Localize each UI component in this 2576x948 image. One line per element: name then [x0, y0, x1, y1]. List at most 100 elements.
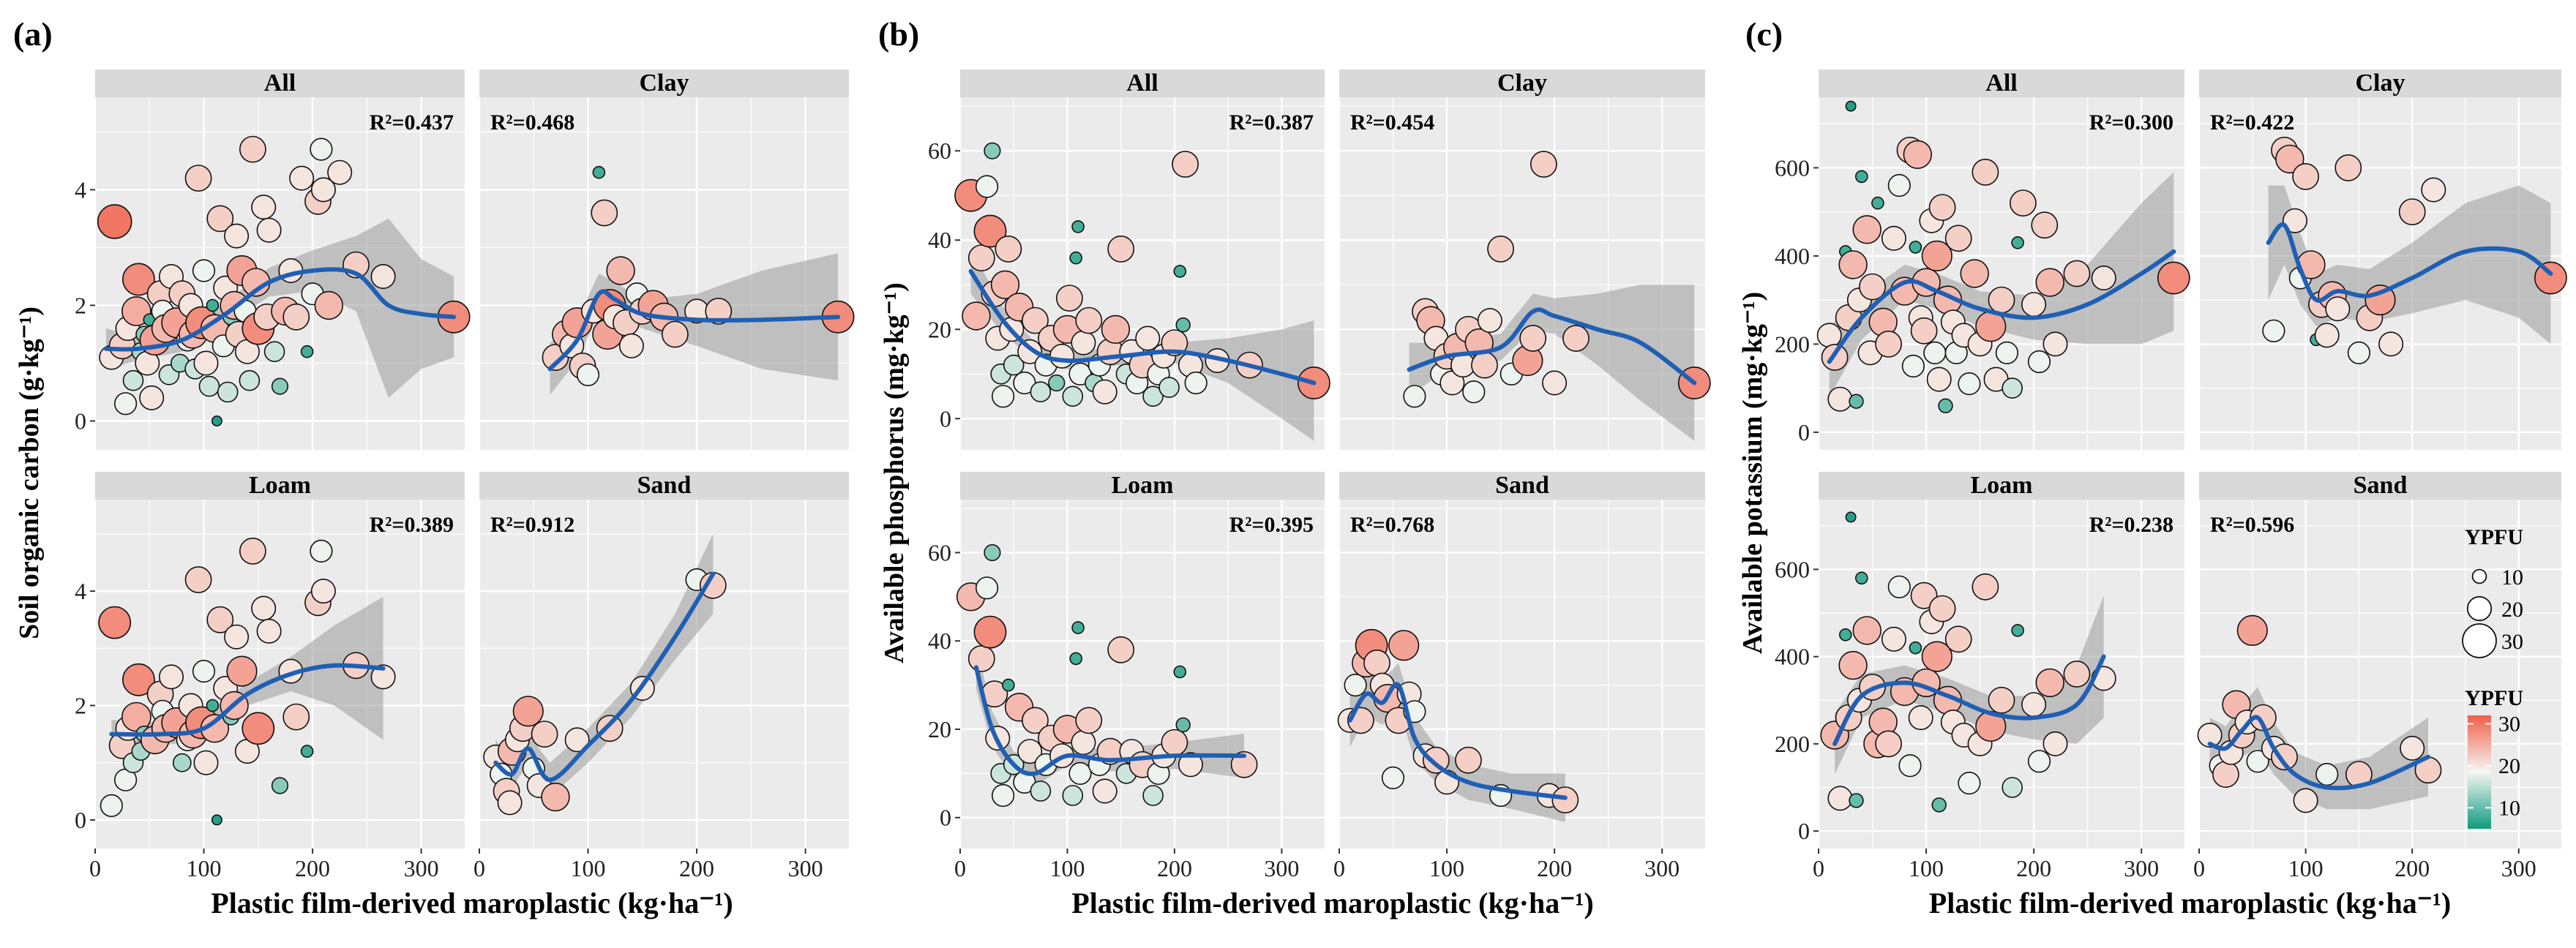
x-tick-label: 300 [1644, 855, 1680, 881]
y-tick-label: 200 [1775, 331, 1810, 357]
data-point [1107, 636, 1135, 663]
data-point [1068, 761, 1092, 785]
data-point [2421, 177, 2446, 203]
y-tick-label: 0 [1798, 818, 1810, 844]
data-point [310, 177, 336, 203]
data-point [1363, 650, 1390, 677]
y-axis-label-a: Soil organic carbon (g·kg⁻¹) [14, 306, 45, 639]
data-point [206, 606, 234, 633]
data-point [2365, 285, 2396, 316]
data-point [159, 664, 184, 690]
facet-title: Clay [640, 69, 689, 97]
data-point [991, 783, 1015, 808]
y-tick-label: 0 [75, 807, 86, 833]
data-point [1142, 785, 1164, 806]
y-tick-label: 40 [928, 227, 951, 253]
data-point [1909, 241, 1922, 254]
facet-a-all: All 0 2 4 R²=0.437 [75, 69, 471, 450]
facet-title: Loam [249, 472, 311, 499]
facet-title: All [1126, 69, 1158, 97]
x-tick-label: 200 [295, 855, 330, 881]
fit-line [109, 663, 386, 737]
data-point [1827, 786, 1853, 811]
chart-b: (b) Available phosphorus (mg·kg⁻¹) Plastic… [878, 15, 1711, 919]
y-tick-label: 4 [75, 578, 86, 604]
fit-line [547, 289, 841, 372]
facet-title: Sand [1495, 472, 1549, 499]
data-point [1462, 380, 1486, 404]
facet-c-loam: Loam 0 200 400 600 0 100 200 300 R²=0.238 [1775, 472, 2184, 881]
data-point [1562, 325, 1590, 352]
facet-strip [1339, 69, 1705, 97]
data-point [2262, 319, 2285, 342]
data-point [100, 794, 123, 817]
data-point [206, 699, 220, 712]
x-tick-label: 0 [1333, 855, 1345, 881]
x-tick-label: 0 [89, 855, 101, 881]
facet-title: Sand [2354, 472, 2408, 499]
y-tick-label: 4 [75, 176, 86, 203]
data-point [300, 345, 314, 358]
data-point [1017, 739, 1043, 764]
data-point [206, 298, 220, 312]
data-point [1142, 385, 1164, 407]
data-point [1839, 628, 1852, 642]
data-point [121, 263, 155, 296]
data-point [1938, 398, 1953, 413]
data-point [2246, 750, 2269, 773]
data-point [1875, 330, 1903, 358]
data-point [256, 618, 282, 644]
r-squared-label: R²=0.387 [1229, 110, 1314, 135]
y-tick-label: 20 [928, 716, 951, 742]
data-point [1859, 273, 1886, 301]
data-point [2534, 261, 2567, 295]
facet-a-clay: Clay R²=0.468 [478, 69, 855, 450]
fit-line [1832, 654, 2106, 746]
data-point [1161, 729, 1188, 756]
data-point [1816, 323, 1842, 348]
data-point [1175, 717, 1191, 733]
data-point [2035, 668, 2064, 698]
data-point [591, 199, 618, 227]
data-point [239, 369, 261, 391]
x-tick-label: 100 [2288, 855, 2324, 881]
legend-size-circle [2471, 568, 2487, 584]
data-point [239, 538, 266, 565]
x-tick-label: 200 [2016, 855, 2051, 881]
x-tick-label: 200 [1157, 855, 1192, 881]
fit-line [1407, 307, 1697, 385]
panel-label-b: (b) [878, 15, 919, 53]
facet-strip [479, 69, 849, 97]
data-point [2275, 144, 2304, 174]
data-point [1172, 151, 1199, 178]
fit-line [2207, 715, 2430, 791]
r-squared-label: R²=0.389 [370, 513, 454, 537]
data-point [592, 165, 606, 179]
data-point [242, 712, 275, 745]
data-point [310, 138, 333, 161]
data-point [1908, 705, 1933, 731]
r-squared-label: R²=0.454 [1350, 110, 1434, 135]
y-tick-label: 0 [75, 407, 86, 434]
facet-strip [479, 472, 849, 500]
data-point [991, 385, 1015, 408]
legend-size-title: YPFU [2465, 525, 2523, 549]
data-point [1069, 251, 1082, 265]
fit-line [2266, 222, 2553, 304]
data-point [1845, 100, 1857, 112]
data-point [662, 320, 689, 348]
data-point [1056, 285, 1083, 312]
x-tick-label: 100 [1049, 855, 1085, 881]
legend-size-circle [2462, 623, 2497, 658]
data-point [1838, 250, 1868, 279]
data-point [2021, 292, 2047, 317]
data-point [1071, 220, 1085, 233]
data-point [2011, 624, 2024, 637]
x-tick-label: 300 [1264, 855, 1299, 881]
r-squared-label: R²=0.437 [370, 110, 454, 135]
data-point [1855, 571, 1868, 585]
data-point [1972, 158, 1999, 186]
data-point [139, 385, 165, 410]
data-point [967, 244, 995, 272]
legend-size-label: 30 [2501, 630, 2523, 654]
